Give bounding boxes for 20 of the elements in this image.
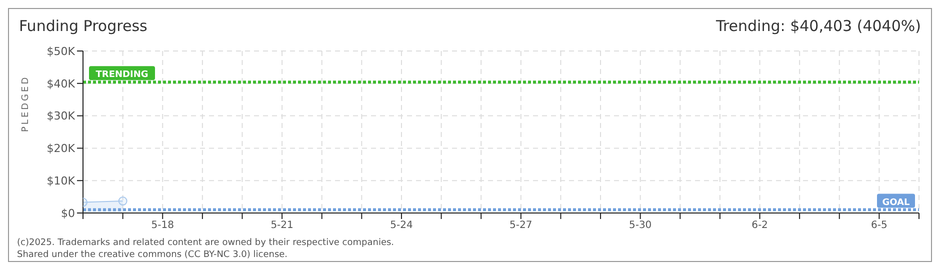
chart-subtitle: Trending: $40,403 (4040%): [716, 17, 921, 35]
y-axis-title: PLEDGED: [21, 75, 32, 132]
y-tick-label: $20K: [46, 142, 76, 156]
y-tick-label: $30K: [46, 110, 76, 123]
x-tick-label: 5-24: [390, 220, 413, 232]
text: Shared under the creative commons (CC BY-NC 3.0) license.: [17, 249, 289, 261]
text: (c)2025. Trademarks and related content are owned by their respective companies.: [17, 237, 394, 249]
ref-line-label: TRENDING: [96, 70, 148, 80]
x-tick-label: 5-18: [151, 220, 174, 232]
x-tick-label: 5-21: [270, 220, 294, 232]
y-tick-label: $50K: [46, 44, 76, 58]
x-tick-label: 5-27: [510, 220, 532, 232]
x-tick-label: 6-2: [752, 220, 768, 232]
ref-line-label: GOAL: [882, 198, 910, 208]
x-tick-label: 5-30: [628, 220, 652, 232]
y-tick-label: $10K: [46, 174, 76, 188]
y-tick-label: $40K: [46, 77, 76, 90]
chart-title: Funding Progress: [19, 17, 148, 35]
y-tick-label: $0: [61, 206, 75, 220]
x-tick-label: 6-5: [871, 220, 888, 232]
